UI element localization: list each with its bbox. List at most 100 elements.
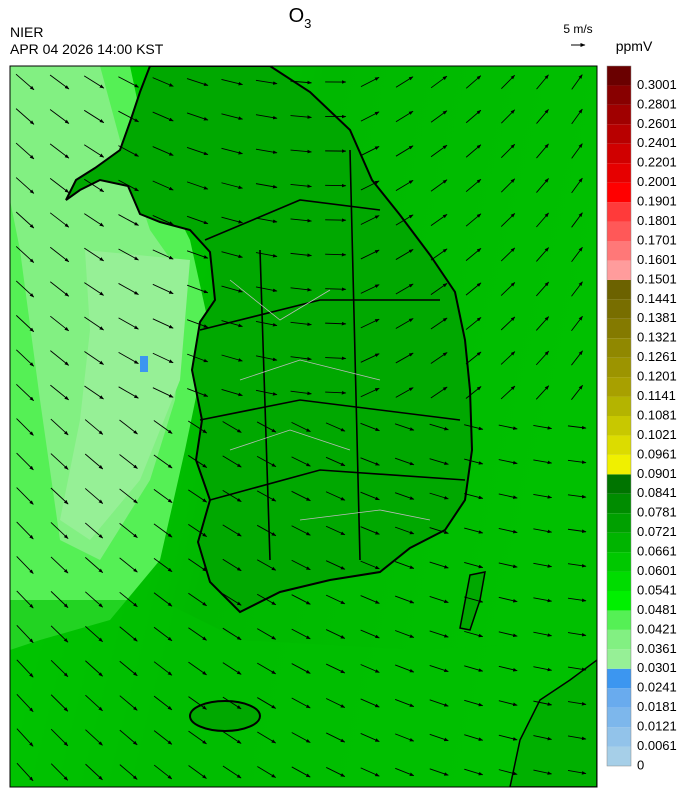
wind-arrow <box>153 420 173 434</box>
wind-arrow <box>394 492 415 500</box>
wind-arrow <box>84 488 104 504</box>
wind-arrow <box>188 592 207 607</box>
legend-label: 0.0061 <box>637 738 677 753</box>
wind-arrow <box>15 108 35 125</box>
wind-arrow <box>83 75 105 89</box>
wind-arrow <box>186 319 209 328</box>
wind-arrow <box>84 453 104 470</box>
wind-arrow <box>536 143 549 159</box>
wind-arrow <box>188 523 208 538</box>
wind-arrow <box>429 423 449 431</box>
wind-arrow <box>49 74 70 90</box>
wind-arrow <box>186 112 209 121</box>
wind-arrow <box>257 628 277 640</box>
wind-arrow <box>325 663 346 674</box>
wind-arrow <box>153 695 173 711</box>
wind-arrow <box>50 659 69 678</box>
wind-arrow <box>533 425 553 430</box>
wind-arrow <box>187 353 209 363</box>
wind-arrow <box>15 246 35 263</box>
wind-arrow <box>221 251 243 259</box>
wind-arrow <box>429 768 449 776</box>
wind-arrow <box>533 528 553 534</box>
legend-label: 0.1021 <box>637 427 677 442</box>
wind-arrow <box>291 456 311 467</box>
wind-arrow <box>498 665 518 672</box>
legend-label: 0.1441 <box>637 291 677 306</box>
wind-arrow <box>118 110 139 123</box>
wind-arrow <box>84 385 104 400</box>
wind-arrow <box>85 660 103 677</box>
legend-box <box>607 396 631 416</box>
wind-arrow <box>395 387 414 398</box>
wind-arrow <box>360 560 380 570</box>
wind-arrow <box>152 318 174 329</box>
wind-arrow <box>118 214 139 226</box>
wind-arrow <box>464 768 484 776</box>
wind-arrow <box>291 559 311 571</box>
legend-label: 0.0301 <box>637 660 677 675</box>
wind-arrow <box>255 286 278 293</box>
wind-arrow <box>571 350 583 366</box>
wind-arrow <box>500 351 516 365</box>
legend-label: 0.2001 <box>637 174 677 189</box>
wind-arrow <box>290 115 312 119</box>
wind-arrow <box>394 457 415 466</box>
wind-arrow <box>325 456 346 467</box>
wind-arrow <box>571 384 583 400</box>
legend-label: 0.0541 <box>637 582 677 597</box>
wind-arrow <box>500 282 516 296</box>
district-borders <box>229 279 431 521</box>
wind-arrow <box>118 283 139 295</box>
legend-box <box>607 746 631 766</box>
wind-arrow <box>465 282 482 296</box>
wind-arrow <box>291 421 311 433</box>
wind-arrow <box>395 249 414 260</box>
wind-arrow <box>153 764 173 780</box>
wind-arrow <box>360 733 380 742</box>
wind-arrow <box>567 459 587 464</box>
wind-arrow <box>187 420 208 434</box>
wind-arrow <box>119 729 138 746</box>
wind-arrow <box>15 142 35 160</box>
wind-arrow <box>536 178 549 193</box>
wind-arrow <box>430 386 448 399</box>
wind-arrow <box>186 250 209 259</box>
wind-arrow <box>290 218 312 223</box>
legend-label: 0.1701 <box>637 232 677 247</box>
wind-arrow <box>186 215 209 225</box>
wind-arrow <box>16 625 34 643</box>
wind-arrow <box>222 731 242 744</box>
wind-arrow <box>535 350 550 366</box>
wind-arrow <box>255 79 278 85</box>
japan <box>509 659 597 787</box>
wind-arrow <box>464 630 484 638</box>
wind-arrow <box>85 763 103 781</box>
wind-arrow <box>188 627 207 641</box>
wind-arrow <box>257 766 277 778</box>
wind-arrow <box>290 252 312 257</box>
wind-arrow <box>536 109 549 124</box>
wind-arrow <box>257 697 277 709</box>
wind-arrow <box>501 109 515 124</box>
wind-arrow <box>222 524 242 537</box>
wind-arrow <box>360 457 380 466</box>
wind-arrow <box>16 556 34 574</box>
wind-arrow <box>16 487 34 505</box>
legend-label: 0.1201 <box>637 369 677 384</box>
wind-arrow <box>571 212 583 228</box>
wind-arrow <box>465 144 482 158</box>
legend-unit: ppmV <box>616 38 653 54</box>
legend-box <box>607 435 631 455</box>
wind-arrow <box>119 454 138 469</box>
wind-arrow <box>118 76 140 88</box>
wind-arrow <box>360 215 380 225</box>
wind-arrow <box>500 247 516 262</box>
legend-box <box>607 357 631 378</box>
wind-arrow <box>464 527 484 534</box>
legend-box <box>607 688 631 708</box>
wind-arrow <box>464 734 484 741</box>
legend-label: 0.0421 <box>637 621 677 636</box>
wind-arrow <box>430 213 448 227</box>
wind-arrow <box>395 76 414 88</box>
